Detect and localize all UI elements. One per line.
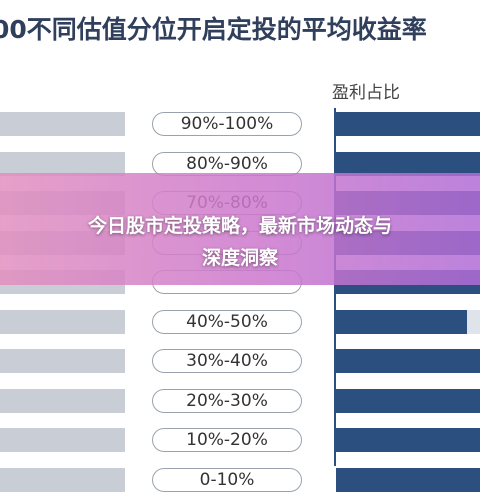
axis-line: [334, 108, 336, 466]
headline-line-1: 今日股市定投策略，最新市场动态与: [87, 215, 392, 237]
left-bar-8: [0, 428, 125, 452]
bar-6: [336, 349, 480, 373]
legend-label: 盈利占比: [332, 83, 400, 103]
category-label-5: 40%-50%: [152, 310, 302, 334]
bar-1: [336, 152, 480, 176]
category-label-9: 0-10%: [152, 468, 302, 492]
category-label-8: 10%-20%: [152, 428, 302, 452]
left-bar-7: [0, 389, 125, 413]
category-label-7: 20%-30%: [152, 389, 302, 413]
bar-0: [336, 112, 480, 136]
left-bar-0: [0, 112, 125, 136]
left-bar-1: [0, 152, 125, 176]
bar-5: [336, 310, 467, 334]
category-label-0: 90%-100%: [152, 112, 302, 136]
bar-9: [336, 468, 480, 492]
left-bar-6: [0, 349, 125, 373]
headline-line-2: 深度洞察: [201, 247, 278, 269]
category-label-6: 30%-40%: [152, 349, 302, 373]
left-bar-9: [0, 468, 125, 492]
bar-8: [336, 428, 480, 452]
headline-banner: 今日股市定投策略，最新市场动态与 深度洞察: [0, 173, 480, 285]
left-bar-5: [0, 310, 125, 334]
bar-7: [336, 389, 480, 413]
chart-title: 00不同估值分位开启定投的平均收益率: [0, 15, 427, 44]
